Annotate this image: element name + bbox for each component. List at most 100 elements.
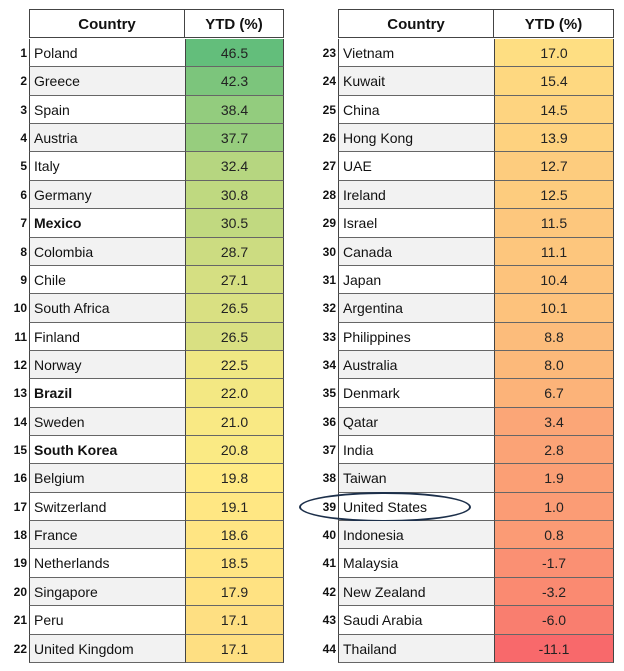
rank-label: 10 bbox=[13, 301, 27, 316]
rank-label: 4 bbox=[20, 131, 27, 146]
ytd-value-cell: 6.7 bbox=[494, 379, 614, 408]
rank-label: 41 bbox=[322, 556, 336, 571]
country-cell: United Kingdom bbox=[29, 634, 185, 663]
country-cell: Peru bbox=[29, 606, 185, 635]
rank-label: 19 bbox=[13, 556, 27, 571]
rank-label: 23 bbox=[322, 46, 336, 60]
ytd-value-cell: 12.7 bbox=[494, 152, 614, 181]
rank-label: 38 bbox=[322, 471, 336, 486]
ytd-value-cell: 30.8 bbox=[185, 180, 284, 210]
rank-label: 1 bbox=[20, 46, 27, 60]
ytd-value-cell: 2.8 bbox=[494, 436, 614, 465]
country-cell: France bbox=[29, 521, 185, 550]
country-cell: Spain bbox=[29, 95, 185, 125]
country-cell: Israel bbox=[338, 209, 494, 238]
ytd-value-cell: 28.7 bbox=[185, 237, 284, 266]
country-cell: Switzerland bbox=[29, 492, 185, 522]
country-cell: Canada bbox=[338, 237, 494, 266]
column-header-ytd: YTD (%) bbox=[493, 9, 614, 38]
country-cell: Ireland bbox=[338, 180, 494, 210]
ytd-value-cell: 17.1 bbox=[185, 606, 284, 635]
country-cell: Denmark bbox=[338, 379, 494, 408]
ytd-value-cell: 14.5 bbox=[494, 95, 614, 125]
ytd-value-cell: 17.0 bbox=[494, 39, 614, 68]
country-cell: Colombia bbox=[29, 237, 185, 266]
rank-label: 2 bbox=[20, 74, 27, 89]
country-cell: Qatar bbox=[338, 407, 494, 437]
country-cell: Thailand bbox=[338, 634, 494, 663]
country-cell: Japan bbox=[338, 265, 494, 295]
ytd-value-cell: 8.0 bbox=[494, 350, 614, 380]
ytd-value-cell: 32.4 bbox=[185, 152, 284, 181]
rank-label: 37 bbox=[322, 443, 336, 458]
rank-label: 40 bbox=[322, 528, 336, 543]
rank-label: 16 bbox=[13, 471, 27, 486]
ytd-value-cell: 22.0 bbox=[185, 379, 284, 408]
rank-label: 3 bbox=[20, 102, 27, 117]
rank-label: 5 bbox=[20, 159, 27, 174]
country-cell: Finland bbox=[29, 322, 185, 351]
country-cell: Philippines bbox=[338, 322, 494, 351]
rank-label: 33 bbox=[322, 329, 336, 344]
country-cell: Germany bbox=[29, 180, 185, 210]
country-cell: Australia bbox=[338, 350, 494, 380]
rank-label: 15 bbox=[13, 443, 27, 458]
column-header-ytd: YTD (%) bbox=[184, 9, 284, 38]
ytd-value-cell: -11.1 bbox=[494, 634, 614, 663]
rank-label: 22 bbox=[13, 641, 27, 656]
rank-label: 36 bbox=[322, 414, 336, 429]
ytd-value-cell: 0.8 bbox=[494, 521, 614, 550]
rank-label: 7 bbox=[20, 216, 27, 231]
ytd-value-cell: 15.4 bbox=[494, 67, 614, 96]
country-cell: Netherlands bbox=[29, 549, 185, 578]
country-cell: South Korea bbox=[29, 436, 185, 465]
ytd-value-cell: -1.7 bbox=[494, 549, 614, 578]
country-cell: Indonesia bbox=[338, 521, 494, 550]
rank-label: 44 bbox=[322, 641, 336, 656]
country-cell: Malaysia bbox=[338, 549, 494, 578]
ytd-value-cell: 11.5 bbox=[494, 209, 614, 238]
ytd-value-cell: 11.1 bbox=[494, 237, 614, 266]
rank-label: 31 bbox=[322, 272, 336, 287]
rank-label: 8 bbox=[20, 244, 27, 259]
rank-label: 42 bbox=[322, 584, 336, 599]
country-cell: Brazil bbox=[29, 379, 185, 408]
country-cell: India bbox=[338, 436, 494, 465]
ytd-value-cell: 26.5 bbox=[185, 322, 284, 351]
country-cell: China bbox=[338, 95, 494, 125]
country-cell: Mexico bbox=[29, 209, 185, 238]
rank-label: 11 bbox=[14, 329, 27, 344]
rank-label: 14 bbox=[13, 414, 27, 429]
ytd-value-cell: 3.4 bbox=[494, 407, 614, 437]
ytd-value-cell: -6.0 bbox=[494, 606, 614, 635]
country-cell: Poland bbox=[29, 39, 185, 68]
ytd-value-cell: 12.5 bbox=[494, 180, 614, 210]
rank-label: 39 bbox=[322, 499, 336, 514]
ytd-value-cell: 17.9 bbox=[185, 577, 284, 607]
rank-label: 20 bbox=[13, 584, 27, 599]
ytd-value-cell: 1.0 bbox=[494, 492, 614, 522]
ytd-value-cell: 26.5 bbox=[185, 294, 284, 323]
country-cell: Chile bbox=[29, 265, 185, 295]
country-cell: Hong Kong bbox=[338, 124, 494, 153]
rank-label: 6 bbox=[20, 187, 27, 202]
column-header-country: Country bbox=[338, 9, 494, 38]
rank-label: 27 bbox=[322, 159, 336, 174]
country-cell: New Zealand bbox=[338, 577, 494, 607]
ytd-value-cell: 42.3 bbox=[185, 67, 284, 96]
country-cell: Italy bbox=[29, 152, 185, 181]
ytd-value-cell: 8.8 bbox=[494, 322, 614, 351]
country-cell: South Africa bbox=[29, 294, 185, 323]
rank-label: 17 bbox=[13, 499, 27, 514]
ytd-value-cell: 10.4 bbox=[494, 265, 614, 295]
country-cell: Taiwan bbox=[338, 464, 494, 493]
country-cell: Sweden bbox=[29, 407, 185, 437]
country-cell: Vietnam bbox=[338, 39, 494, 68]
ytd-value-cell: 38.4 bbox=[185, 95, 284, 125]
rank-label: 18 bbox=[13, 528, 27, 543]
ytd-value-cell: 18.6 bbox=[185, 521, 284, 550]
rank-label: 12 bbox=[13, 357, 27, 372]
ytd-value-cell: -3.2 bbox=[494, 577, 614, 607]
country-cell: Singapore bbox=[29, 577, 185, 607]
rank-label: 34 bbox=[322, 357, 336, 372]
